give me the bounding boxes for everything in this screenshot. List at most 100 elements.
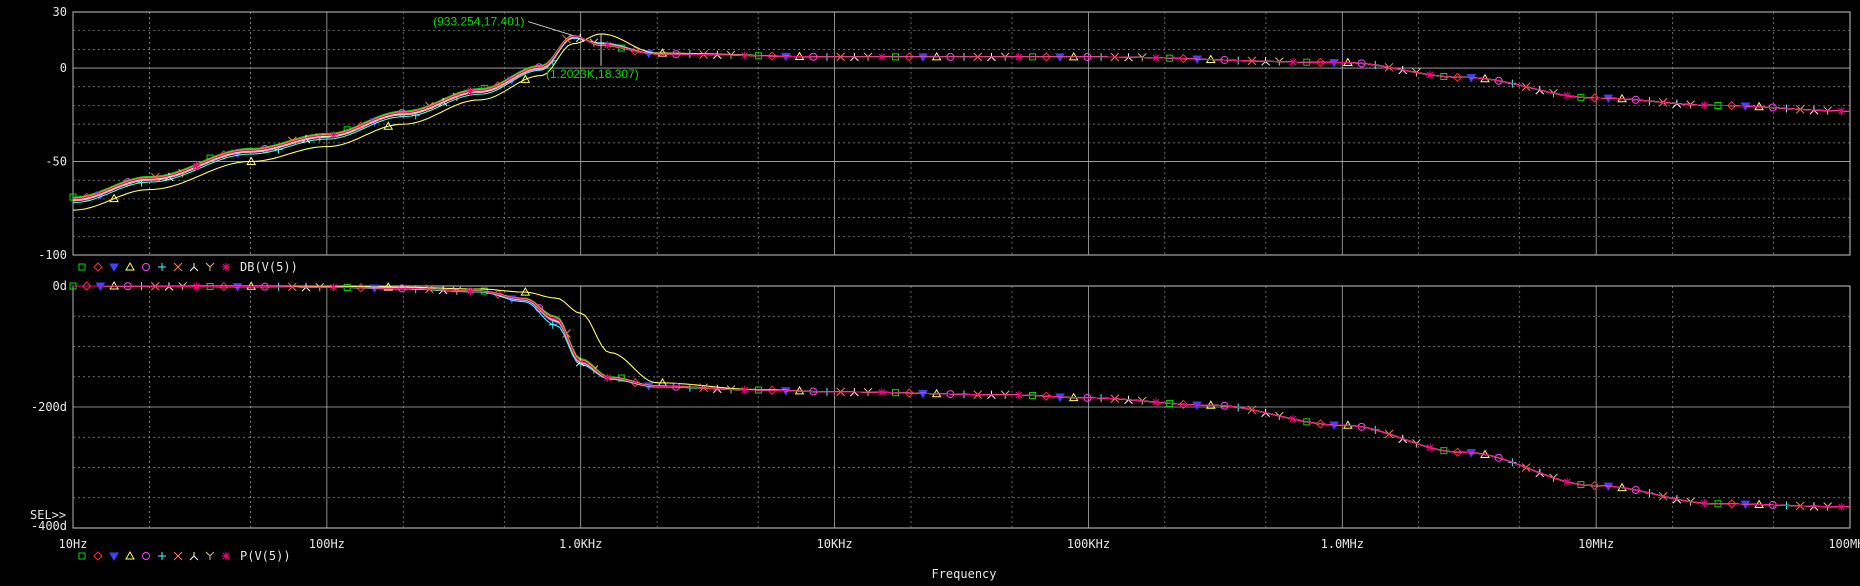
series-marker [69,193,77,201]
series-line [72,35,1850,200]
series-marker [1809,106,1819,115]
series-marker [520,74,531,83]
series-marker [1151,53,1160,62]
series-line [73,285,1850,508]
legend-label: DB(V(5)) [240,260,298,274]
legend-symbol [222,263,230,271]
series-marker [1494,76,1503,85]
series-marker [1124,395,1133,405]
legend-symbol [189,552,199,561]
legend-symbol [205,262,215,271]
series-marker [740,51,749,60]
legend-symbol [173,262,183,272]
series-line [73,285,1850,508]
series-marker [603,373,612,382]
series-marker [1700,499,1709,508]
series-marker [219,281,229,292]
magnitude-panel: 30 0 -50 -100 (933.254,17.401) (1.2023K,18.30… [38,5,1851,274]
legend-symbol [205,551,215,560]
legend-symbol [109,263,119,273]
series-marker [1041,391,1051,401]
x-tick-label: 100MHz [1828,537,1860,551]
series-marker [1631,486,1640,495]
series-line [72,36,1850,202]
series-marker [1563,91,1572,100]
series-marker [1837,107,1846,116]
legend-symbol [142,552,150,560]
series-marker [1315,57,1326,68]
series-marker [1151,398,1160,407]
phase-panel: 0d -200d -400d 10Hz 100Hz 1.0KHz 10KHz 100KHz 1.… [31,279,1860,563]
series-marker [1041,52,1051,62]
series-marker [1014,390,1023,399]
series-marker [1261,57,1270,66]
sel-marker-label: SEL>> [30,508,66,522]
series-marker [1289,57,1298,66]
series-line [72,37,1850,204]
series-marker [603,41,612,50]
legend-symbol [125,261,135,271]
y-tick-label: 0d [53,279,67,293]
y-tick-label: -100 [38,248,67,262]
legend-symbol [93,262,103,272]
series-marker [1726,100,1737,111]
series-marker [877,388,886,397]
legend-symbol [158,263,166,271]
series-marker [740,385,749,394]
legend-symbol [78,552,86,560]
series-marker [109,193,119,203]
x-tick-label: 10KHz [817,537,853,551]
series-marker [904,52,914,62]
y-tick-label: 30 [53,5,67,19]
series-line [73,285,1850,508]
series-marker [192,161,201,170]
series-marker [246,156,257,166]
series-marker [1589,93,1600,103]
series-line [72,33,1850,211]
series-marker [794,385,805,395]
series-line [72,36,1850,202]
series-marker [1700,101,1709,110]
series-marker [301,283,311,292]
series-line [73,285,1850,508]
series-marker [1809,502,1819,511]
series-line [72,36,1850,201]
series-line [73,285,1850,508]
series-marker [987,390,996,400]
y-tick-label: 0 [60,61,67,75]
x-axis-label: Frequency [931,567,996,581]
series-marker [315,133,325,142]
series-marker [109,281,119,290]
series-marker [1452,72,1463,83]
series-marker [904,388,914,398]
annotation-leader [527,21,574,37]
series-marker [466,287,475,296]
legend-symbol [93,551,103,561]
series-marker [1014,52,1023,61]
series-line [72,35,1850,199]
series-marker [466,87,475,96]
x-tick-label: 100Hz [309,537,345,551]
x-tick-label: 10Hz [59,537,88,551]
series-marker [1494,453,1503,462]
series-line [73,285,1850,508]
series-line [73,285,1850,508]
series-marker [246,281,257,290]
legend-symbol [78,263,86,271]
series-marker [1178,399,1189,410]
series-marker [1589,480,1600,491]
legend-symbol [173,551,183,561]
series-marker [548,320,557,329]
y-tick-label: -200d [31,400,67,414]
series-marker [987,52,996,62]
series-marker [1289,415,1298,424]
series-line [72,35,1850,200]
series-marker [82,281,92,291]
series-marker [1726,499,1737,509]
series-marker [1426,443,1435,452]
series-marker [850,52,859,62]
x-tick-label: 100KHz [1067,537,1110,551]
series-marker [1315,419,1326,429]
series-marker [1672,99,1682,108]
